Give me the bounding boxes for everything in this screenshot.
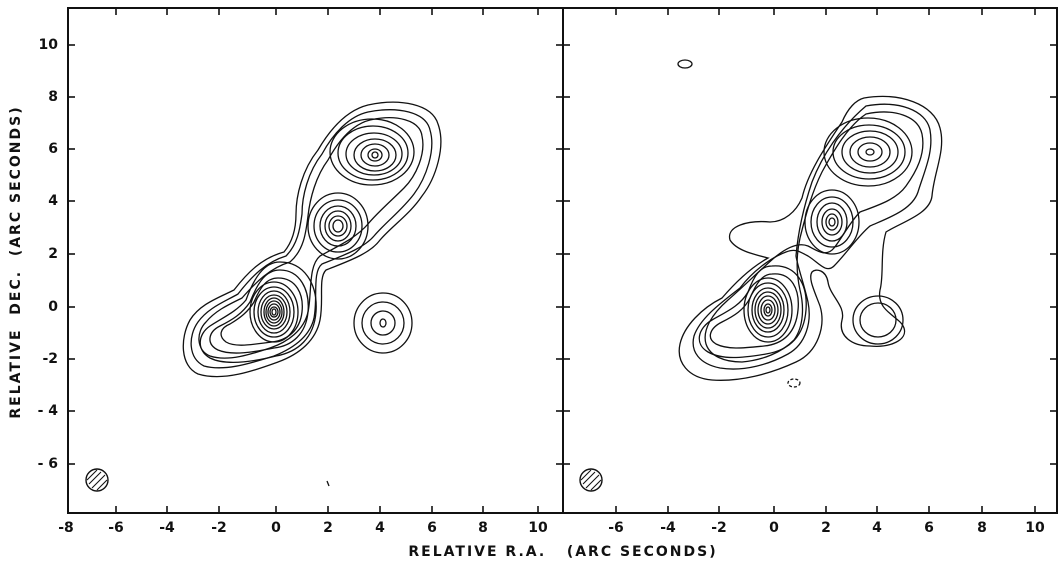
x-tick-label: 10: [528, 520, 548, 536]
contour-line: [761, 300, 775, 320]
contour-line: [308, 193, 368, 259]
x-tick-label: -2: [711, 520, 727, 536]
x-tick-label: 0: [271, 520, 281, 536]
y-tick-label: 8: [48, 89, 58, 105]
contour-speck: [327, 481, 329, 486]
y-tick-label: 2: [48, 246, 58, 262]
contour-line: [368, 149, 382, 161]
x-tick-label: -8: [58, 520, 74, 536]
contour-line: [362, 302, 404, 344]
contour-line: [826, 214, 838, 230]
right-panel: -6 -4 -2 0 2 4 6 8 10: [563, 8, 1057, 536]
x-tick-label: -6: [108, 520, 124, 536]
y-tick-label: 0: [48, 299, 58, 315]
contour-line: [371, 311, 395, 335]
x-tick-label: 10: [1025, 520, 1045, 536]
contour-line: [833, 125, 905, 179]
contour-line: [764, 304, 772, 316]
contour-line: [755, 292, 781, 328]
contour-line: [372, 152, 378, 158]
contour-line: [766, 307, 770, 313]
contour-line: [314, 200, 362, 252]
left-x-tick-labels: -8 -6 -4 -2 0 2 4 6 8 10: [58, 520, 548, 536]
x-tick-label: 2: [323, 520, 333, 536]
contour-line: [850, 137, 890, 167]
x-tick-label: -6: [608, 520, 624, 536]
negative-contour-line: [788, 379, 800, 387]
contour-line: [866, 149, 874, 155]
contour-line: [860, 303, 896, 337]
contour-line: [858, 143, 882, 161]
contour-line: [258, 291, 290, 333]
left-panel: 10 8 6 4 2 0 -2 - 4 - 6 -8 -6 -4 -2 0 2 …: [38, 8, 563, 536]
y-tick-label: - 6: [38, 456, 58, 472]
y-tick-label: 6: [48, 141, 58, 157]
beam-circle: [580, 469, 602, 491]
y-axis-label: RELATIVE DEC. (ARC SECONDS): [8, 105, 24, 418]
x-tick-label: 2: [821, 520, 831, 536]
contour-line: [264, 298, 284, 326]
contour-line: [805, 190, 859, 254]
y-tick-labels: 10 8 6 4 2 0 -2 - 4 - 6: [38, 37, 59, 472]
contour-line: [752, 288, 784, 332]
x-tick-label: 8: [478, 520, 488, 536]
contour-line: [183, 102, 441, 376]
right-panel-frame: [563, 8, 1057, 513]
right-panel-ticks: [563, 8, 1057, 513]
contour-line: [261, 295, 287, 329]
contour-line: [679, 96, 941, 380]
contour-line: [272, 309, 276, 315]
x-axis-label: RELATIVE R.A. (ARC SECONDS): [408, 544, 717, 560]
beam-ellipse-left: [86, 469, 108, 491]
contour-line: [822, 209, 842, 235]
x-tick-label: 6: [427, 520, 437, 536]
contour-line: [380, 319, 386, 327]
left-contour-map: [183, 102, 441, 486]
contour-line: [329, 216, 347, 236]
contour-line: [829, 218, 835, 226]
x-tick-label: -4: [159, 520, 175, 536]
x-tick-label: 4: [872, 520, 882, 536]
right-contour-map: [678, 60, 942, 387]
y-tick-label: -2: [42, 351, 58, 367]
right-x-tick-labels: -6 -4 -2 0 2 4 6 8 10: [608, 520, 1045, 536]
y-tick-label: 10: [39, 37, 59, 53]
y-tick-label: 4: [48, 193, 58, 209]
x-tick-label: 8: [977, 520, 987, 536]
beam-ellipse-right: [580, 469, 602, 491]
beam-circle: [86, 469, 108, 491]
y-tick-label: - 4: [38, 403, 59, 419]
x-tick-label: -2: [211, 520, 227, 536]
contour-line: [748, 283, 788, 337]
contour-line: [824, 118, 912, 186]
contour-line: [361, 144, 389, 166]
x-tick-label: 6: [924, 520, 934, 536]
x-tick-label: -4: [660, 520, 676, 536]
contour-line: [678, 60, 692, 68]
contour-line: [333, 220, 343, 232]
x-tick-label: 0: [769, 520, 779, 536]
x-tick-label: 4: [375, 520, 385, 536]
